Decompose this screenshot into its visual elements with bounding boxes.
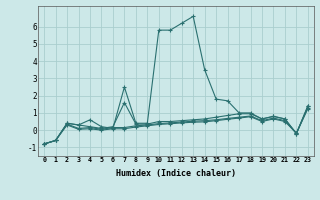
X-axis label: Humidex (Indice chaleur): Humidex (Indice chaleur) [116,169,236,178]
